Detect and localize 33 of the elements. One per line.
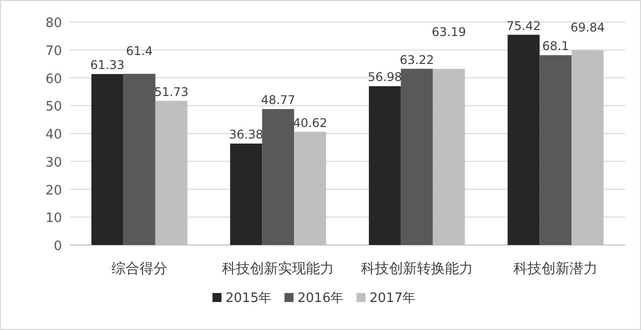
data-label: 63.19 [432,24,466,39]
legend-label: 2015年 [226,291,272,306]
data-label: 61.33 [90,58,125,72]
y-tick-label: 10 [45,211,62,226]
bar [368,86,401,245]
x-tick-label: 科技创新转换能力 [360,261,473,277]
y-tick-label: 0 [54,239,62,254]
data-label: 63.22 [400,52,434,67]
bar [123,74,156,245]
bar [540,55,572,245]
data-label: 68.1 [542,39,569,54]
data-label: 75.42 [506,18,541,33]
bar [91,74,124,245]
bar [400,68,433,245]
y-tick-label: 30 [45,155,62,170]
x-tick-label: 科技创新潜力 [514,261,598,277]
y-tick-label: 70 [45,44,62,59]
legend-label: 2017年 [370,291,416,306]
y-tick-label: 40 [45,128,62,142]
y-tick-label: 20 [45,183,62,198]
y-tick-label: 50 [45,100,62,115]
data-label: 69.84 [570,20,605,34]
y-tick-label: 60 [45,72,62,87]
bar [230,144,262,245]
bar [262,109,294,245]
legend-label: 2016年 [298,291,344,306]
bar [508,34,540,245]
x-tick-label: 科技创新实现能力 [222,261,334,277]
data-label: 48.77 [260,93,296,108]
y-tick-label: 80 [45,16,62,31]
x-tick-label: 综合得分 [111,261,168,277]
data-label: 56.98 [368,70,402,84]
data-label: 61.4 [126,44,153,58]
